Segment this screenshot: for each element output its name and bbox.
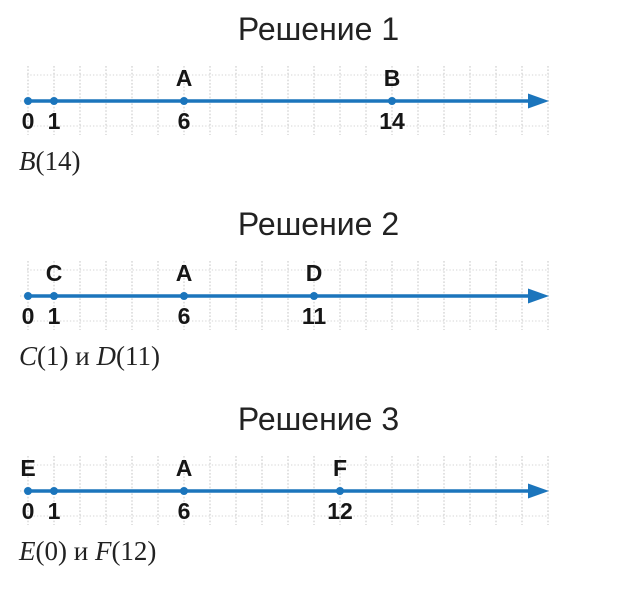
svg-text:D: D	[306, 260, 323, 286]
svg-text:B: B	[384, 65, 401, 91]
svg-text:0: 0	[22, 303, 35, 329]
svg-text:11: 11	[302, 303, 327, 329]
svg-text:6: 6	[178, 498, 191, 524]
svg-text:6: 6	[178, 303, 191, 329]
svg-text:E: E	[20, 455, 35, 481]
svg-text:14: 14	[379, 108, 405, 134]
svg-text:A: A	[176, 260, 193, 286]
svg-text:6: 6	[178, 108, 191, 134]
svg-text:1: 1	[48, 303, 61, 329]
svg-text:F: F	[333, 455, 347, 481]
svg-text:0: 0	[22, 108, 35, 134]
svg-text:A: A	[176, 455, 193, 481]
svg-text:1: 1	[48, 108, 61, 134]
svg-text:C: C	[46, 260, 63, 286]
svg-text:0: 0	[22, 498, 35, 524]
svg-text:A: A	[176, 65, 193, 91]
svg-text:1: 1	[48, 498, 61, 524]
svg-text:12: 12	[327, 498, 353, 524]
